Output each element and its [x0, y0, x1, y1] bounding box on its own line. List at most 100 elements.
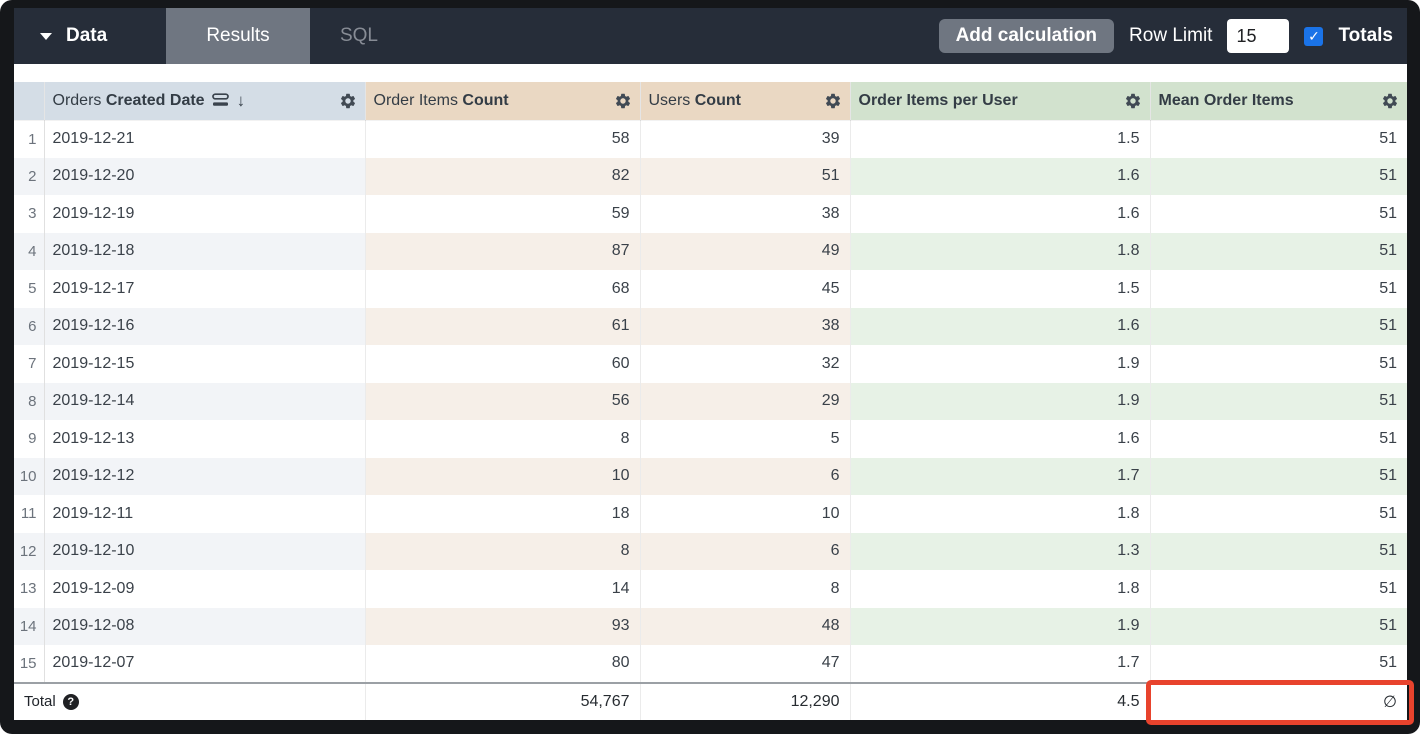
- gear-icon[interactable]: [1381, 92, 1399, 110]
- cell-order-items-per-user[interactable]: 1.6: [850, 195, 1151, 233]
- cell-mean-order-items[interactable]: 51: [1150, 232, 1407, 270]
- cell-mean-order-items[interactable]: 51: [1150, 457, 1407, 495]
- cell-order-items-count[interactable]: 10: [365, 457, 641, 495]
- column-header-order-items-per-user[interactable]: Order Items per User: [850, 82, 1151, 121]
- cell-order-items-count[interactable]: 60: [365, 345, 641, 383]
- cell-order-items-per-user[interactable]: 1.9: [850, 345, 1151, 383]
- cell-users-count[interactable]: 47: [640, 645, 851, 683]
- cell-users-count[interactable]: 6: [640, 532, 851, 570]
- cell-order-items-count[interactable]: 56: [365, 382, 641, 420]
- table-row: 7 2019-12-15 60 32 1.9 51: [14, 345, 1407, 383]
- row-limit-input[interactable]: [1227, 19, 1290, 53]
- tab-results[interactable]: Results: [166, 8, 310, 64]
- column-header-orders-created-date[interactable]: Orders Created Date ↓: [44, 82, 366, 121]
- column-header-mean-order-items[interactable]: Mean Order Items: [1150, 82, 1407, 121]
- cell-orders-created-date[interactable]: 2019-12-21: [44, 120, 366, 158]
- cell-orders-created-date[interactable]: 2019-12-19: [44, 195, 366, 233]
- tab-sql[interactable]: SQL: [310, 8, 408, 64]
- cell-order-items-per-user[interactable]: 1.6: [850, 420, 1151, 458]
- cell-orders-created-date[interactable]: 2019-12-08: [44, 607, 366, 645]
- cell-users-count[interactable]: 51: [640, 157, 851, 195]
- cell-mean-order-items[interactable]: 51: [1379, 429, 1397, 447]
- cell-orders-created-date[interactable]: 2019-12-18: [44, 232, 366, 270]
- cell-orders-created-date[interactable]: 2019-12-14: [44, 382, 366, 420]
- cell-order-items-per-user[interactable]: 1.5: [850, 270, 1151, 308]
- cell-users-count[interactable]: 39: [640, 120, 851, 158]
- cell-mean-order-items[interactable]: 51: [1150, 607, 1407, 645]
- cell-mean-order-items[interactable]: 51: [1150, 157, 1407, 195]
- cell-order-items-per-user[interactable]: 1.5: [850, 120, 1151, 158]
- cell-order-items-count[interactable]: 18: [365, 495, 641, 533]
- column-header-users-count[interactable]: Users Count: [640, 82, 851, 121]
- cell-order-items-per-user[interactable]: 1.9: [850, 607, 1151, 645]
- cell-mean-order-items[interactable]: 51: [1150, 382, 1407, 420]
- column-header-label: Order Items per User: [858, 91, 1018, 109]
- cell-order-items-count[interactable]: 59: [365, 195, 641, 233]
- cell-orders-created-date[interactable]: 2019-12-07: [44, 645, 366, 683]
- total-label: Total: [24, 693, 56, 710]
- cell-users-count[interactable]: 6: [640, 457, 851, 495]
- total-order-items-count[interactable]: 54,767: [365, 681, 641, 720]
- cell-users-count[interactable]: 10: [640, 495, 851, 533]
- cell-users-count[interactable]: 5: [640, 420, 851, 458]
- cell-users-count[interactable]: 32: [640, 345, 851, 383]
- gear-icon[interactable]: [614, 92, 632, 110]
- cell-users-count[interactable]: 48: [640, 607, 851, 645]
- cell-order-items-count[interactable]: 93: [365, 607, 641, 645]
- cell-mean-order-items[interactable]: 51: [1379, 130, 1397, 147]
- cell-order-items-count[interactable]: 82: [365, 157, 641, 195]
- cell-order-items-per-user[interactable]: 1.8: [850, 232, 1151, 270]
- cell-users-count[interactable]: 38: [640, 307, 851, 345]
- cell-orders-created-date[interactable]: 2019-12-09: [44, 570, 366, 608]
- cell-order-items-count[interactable]: 8: [365, 420, 641, 458]
- cell-order-items-per-user[interactable]: 1.8: [850, 570, 1151, 608]
- cell-orders-created-date[interactable]: 2019-12-10: [44, 532, 366, 570]
- cell-orders-created-date[interactable]: 2019-12-12: [44, 457, 366, 495]
- cell-mean-order-items[interactable]: 51: [1379, 204, 1397, 222]
- gear-icon[interactable]: [824, 92, 842, 110]
- cell-order-items-per-user[interactable]: 1.6: [850, 307, 1151, 345]
- cell-mean-order-items[interactable]: 51: [1379, 504, 1397, 522]
- add-calculation-button[interactable]: Add calculation: [938, 19, 1115, 53]
- cell-mean-order-items[interactable]: 51: [1379, 654, 1397, 672]
- cell-orders-created-date[interactable]: 2019-12-15: [44, 345, 366, 383]
- cell-mean-order-items[interactable]: 51: [1379, 354, 1397, 372]
- total-users-count[interactable]: 12,290: [640, 681, 851, 720]
- cell-orders-created-date[interactable]: 2019-12-20: [44, 157, 366, 195]
- cell-order-items-per-user[interactable]: 1.7: [850, 457, 1151, 495]
- cell-mean-order-items[interactable]: 51: [1150, 532, 1407, 570]
- cell-orders-created-date[interactable]: 2019-12-17: [44, 270, 366, 308]
- cell-order-items-count[interactable]: 80: [365, 645, 641, 683]
- cell-order-items-per-user[interactable]: 1.9: [850, 382, 1151, 420]
- explore-content: Data Results SQL Add calculation Row Lim…: [14, 8, 1407, 720]
- cell-order-items-count[interactable]: 58: [365, 120, 641, 158]
- total-order-items-per-user[interactable]: 4.5: [850, 681, 1151, 720]
- cell-order-items-per-user[interactable]: 1.3: [850, 532, 1151, 570]
- gear-icon[interactable]: [339, 92, 357, 110]
- cell-order-items-count[interactable]: 87: [365, 232, 641, 270]
- cell-order-items-per-user[interactable]: 1.7: [850, 645, 1151, 683]
- cell-users-count[interactable]: 38: [640, 195, 851, 233]
- cell-orders-created-date[interactable]: 2019-12-11: [44, 495, 366, 533]
- help-icon[interactable]: ?: [62, 693, 79, 710]
- gear-icon[interactable]: [1124, 92, 1142, 110]
- cell-order-items-per-user[interactable]: 1.8: [850, 495, 1151, 533]
- cell-orders-created-date[interactable]: 2019-12-13: [44, 420, 366, 458]
- cell-users-count[interactable]: 8: [640, 570, 851, 608]
- cell-order-items-per-user[interactable]: 1.6: [850, 157, 1151, 195]
- cell-orders-created-date[interactable]: 2019-12-16: [44, 307, 366, 345]
- data-section-toggle[interactable]: Data: [14, 8, 166, 64]
- cell-mean-order-items[interactable]: 51: [1150, 307, 1407, 345]
- cell-order-items-count[interactable]: 61: [365, 307, 641, 345]
- cell-mean-order-items[interactable]: 51: [1379, 279, 1397, 297]
- cell-users-count[interactable]: 29: [640, 382, 851, 420]
- cell-order-items-count[interactable]: 68: [365, 270, 641, 308]
- column-header-label: Mean Order Items: [1158, 91, 1294, 109]
- column-header-order-items-count[interactable]: Order Items Count: [365, 82, 641, 121]
- cell-order-items-count[interactable]: 14: [365, 570, 641, 608]
- cell-mean-order-items[interactable]: 51: [1379, 579, 1397, 597]
- totals-checkbox[interactable]: ✓: [1304, 26, 1324, 46]
- cell-users-count[interactable]: 49: [640, 232, 851, 270]
- cell-users-count[interactable]: 45: [640, 270, 851, 308]
- cell-order-items-count[interactable]: 8: [365, 532, 641, 570]
